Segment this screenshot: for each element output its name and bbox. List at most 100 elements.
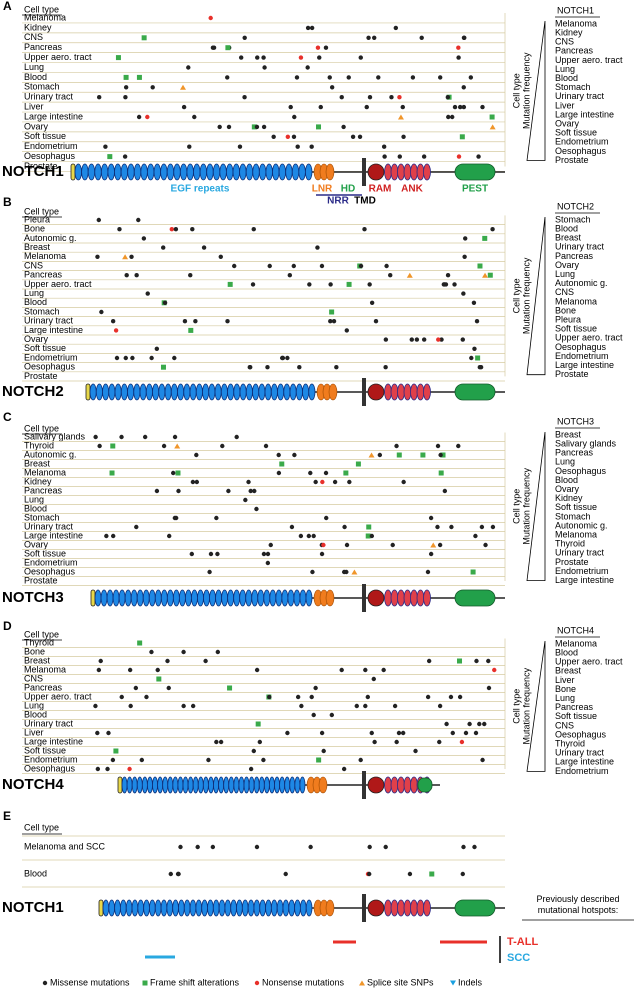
ranking-item: Urinary tract — [555, 748, 605, 758]
axis-label: Mutation frequency — [521, 468, 531, 545]
mutation-marker — [323, 470, 329, 476]
mutation-marker — [168, 871, 173, 877]
egf-repeat — [263, 776, 270, 794]
ank-repeat — [403, 383, 412, 401]
mutation-marker — [291, 134, 297, 139]
egf-repeat — [220, 383, 228, 401]
ranking-item: Oesophagus — [555, 146, 607, 156]
ranking-title: NOTCH1 — [557, 5, 594, 15]
ranking-item: Soft tissue — [555, 128, 597, 138]
row-label: Pancreas — [24, 270, 63, 280]
egf-repeat — [125, 899, 133, 917]
mutation-marker — [421, 337, 427, 342]
mutation-marker — [257, 739, 263, 745]
ranking-item: Bone — [555, 684, 576, 694]
ranking-item: Autonomic g. — [555, 520, 608, 530]
row-label: Pancreas — [24, 485, 63, 495]
mutation-marker — [178, 844, 183, 850]
egf-repeat — [299, 589, 307, 607]
mutation-marker — [446, 114, 451, 120]
row-label: Pancreas — [24, 682, 63, 692]
mutation-marker — [365, 533, 371, 539]
mutation-marker — [310, 569, 315, 575]
mutation-marker — [180, 84, 187, 90]
egf-repeat — [130, 589, 138, 607]
row-label: Endometrium — [24, 352, 78, 362]
row-label: Ovary — [24, 121, 49, 131]
mutation-marker — [263, 443, 269, 449]
mutation-marker — [298, 533, 304, 539]
mutation-marker — [110, 443, 116, 449]
row-label: Endometrium — [24, 754, 78, 764]
egf-repeat — [270, 899, 278, 917]
mutation-marker — [369, 300, 375, 305]
mutation-marker — [193, 319, 198, 324]
mutation-marker — [396, 452, 402, 458]
egf-repeat — [208, 776, 214, 794]
mutation-marker — [299, 703, 304, 709]
mutation-marker — [172, 355, 177, 361]
mutation-marker — [254, 124, 260, 130]
mutation-marker — [390, 542, 395, 548]
mutation-marker — [142, 434, 148, 440]
mutation-marker — [377, 452, 383, 458]
mutation-marker — [313, 479, 318, 485]
mutation-marker — [169, 227, 175, 232]
egf-repeat — [177, 383, 185, 401]
lnr-repeat — [328, 383, 338, 401]
mutation-marker — [242, 95, 247, 100]
egf-repeat — [178, 899, 185, 917]
mutation-marker — [117, 227, 122, 232]
mutation-marker — [227, 685, 233, 691]
ranking-item: Prostate — [555, 557, 589, 567]
mutation-marker — [449, 524, 454, 530]
mutation-marker — [254, 844, 260, 850]
mutation-marker — [461, 104, 467, 110]
mutation-marker — [154, 488, 160, 494]
mutation-marker — [358, 757, 363, 763]
mutation-marker — [456, 45, 461, 50]
mutation-marker — [344, 328, 349, 333]
egf-repeat — [252, 383, 260, 401]
egf-repeat — [187, 776, 194, 794]
egf-repeat — [245, 383, 253, 401]
mutation-marker — [376, 75, 381, 80]
mutation-marker — [119, 694, 124, 700]
mutation-marker — [96, 95, 102, 100]
egf-repeat — [152, 776, 158, 794]
egf-repeat — [166, 589, 174, 607]
hotspot-label: T-ALL — [507, 936, 538, 948]
egf-repeat — [106, 589, 114, 607]
egf-repeat — [74, 163, 82, 181]
egf-repeat — [285, 163, 293, 181]
mutation-marker — [388, 273, 393, 278]
ranking-item: Prostate — [555, 155, 589, 165]
ank-repeat — [410, 776, 418, 794]
egf-repeat — [238, 776, 245, 794]
egf-repeat — [258, 383, 266, 401]
mutation-marker — [156, 676, 162, 682]
egf-repeat — [178, 589, 186, 607]
egf-repeat — [108, 383, 116, 401]
mutation-marker — [429, 871, 435, 877]
mutation-marker — [381, 144, 387, 149]
mutation-marker — [128, 703, 133, 709]
mutation-marker — [214, 739, 219, 745]
egf-repeat — [245, 589, 253, 607]
mutation-marker — [471, 300, 477, 305]
ank-repeat — [416, 899, 425, 917]
egf-repeat — [291, 163, 300, 181]
domain-label: HD — [341, 184, 355, 195]
mutation-marker — [492, 667, 497, 673]
mutation-marker — [95, 730, 100, 736]
mutation-marker — [309, 144, 314, 149]
ank-repeat — [390, 383, 399, 401]
row-label: Oesophagus — [24, 362, 76, 372]
mutation-marker — [397, 154, 402, 159]
mutation-marker — [254, 506, 259, 512]
egf-repeat — [95, 383, 103, 401]
mutation-marker — [141, 35, 147, 41]
mutation-marker — [477, 721, 482, 727]
mutation-marker — [311, 712, 316, 718]
